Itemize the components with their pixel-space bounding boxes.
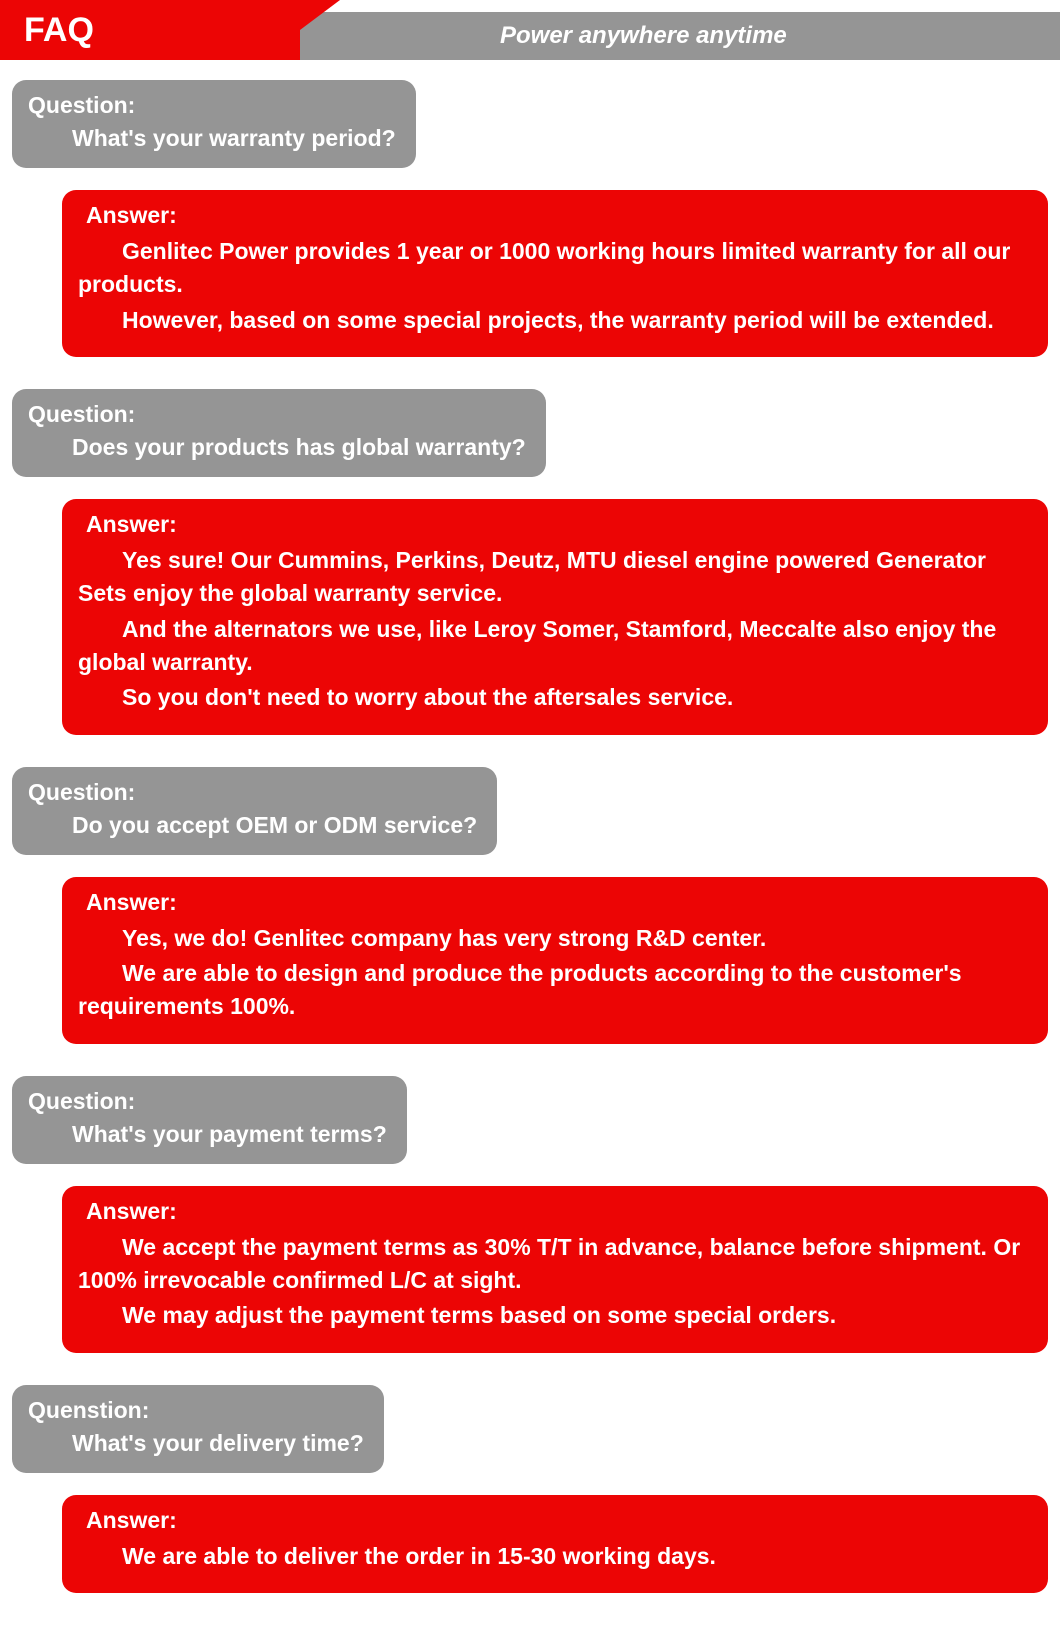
answer-text: We accept the payment terms as 30% T/T i…: [78, 1231, 1028, 1333]
answer-para: Genlitec Power provides 1 year or 1000 w…: [78, 235, 1028, 302]
answer-para: So you don't need to worry about the aft…: [78, 681, 1028, 714]
question-label: Question:: [28, 92, 396, 119]
answer-para: However, based on some special projects,…: [78, 304, 1028, 337]
answer-label: Answer:: [78, 1198, 1028, 1225]
question-text: What's your warranty period?: [28, 125, 396, 152]
question-label: Quenstion:: [28, 1397, 364, 1424]
answer-label: Answer:: [78, 889, 1028, 916]
answer-label: Answer:: [78, 202, 1028, 229]
answer-text: Yes sure! Our Cummins, Perkins, Deutz, M…: [78, 544, 1028, 715]
tagline: Power anywhere anytime: [500, 22, 787, 50]
answer-box: Answer: Genlitec Power provides 1 year o…: [62, 190, 1048, 357]
question-box: Question: Does your products has global …: [12, 389, 546, 477]
question-text: What's your delivery time?: [28, 1430, 364, 1457]
answer-box: Answer: Yes sure! Our Cummins, Perkins, …: [62, 499, 1048, 735]
answer-para: Yes sure! Our Cummins, Perkins, Deutz, M…: [78, 544, 1028, 611]
answer-box: Answer: Yes, we do! Genlitec company has…: [62, 877, 1048, 1044]
question-text: What's your payment terms?: [28, 1121, 387, 1148]
question-box: Question: What's your warranty period?: [12, 80, 416, 168]
answer-box: Answer: We accept the payment terms as 3…: [62, 1186, 1048, 1353]
page-header: FAQ Power anywhere anytime: [0, 0, 1060, 60]
question-box: Question: Do you accept OEM or ODM servi…: [12, 767, 497, 855]
answer-para: We may adjust the payment terms based on…: [78, 1299, 1028, 1332]
answer-box: Answer: We are able to deliver the order…: [62, 1495, 1048, 1593]
faq-item: Question: Do you accept OEM or ODM servi…: [12, 767, 1048, 1044]
faq-title: FAQ: [24, 11, 94, 50]
answer-para: And the alternators we use, like Leroy S…: [78, 613, 1028, 680]
faq-item: Question: What's your payment terms? Ans…: [12, 1076, 1048, 1353]
question-label: Question:: [28, 779, 477, 806]
header-left-ribbon: FAQ: [0, 0, 300, 60]
faq-content: Question: What's your warranty period? A…: [0, 60, 1060, 1593]
answer-text: We are able to deliver the order in 15-3…: [78, 1540, 1028, 1573]
question-text: Do you accept OEM or ODM service?: [28, 812, 477, 839]
question-box: Quenstion: What's your delivery time?: [12, 1385, 384, 1473]
answer-label: Answer:: [78, 511, 1028, 538]
faq-item: Question: What's your warranty period? A…: [12, 80, 1048, 357]
question-label: Question:: [28, 401, 526, 428]
answer-para: We accept the payment terms as 30% T/T i…: [78, 1231, 1028, 1298]
question-text: Does your products has global warranty?: [28, 434, 526, 461]
answer-para: We are able to design and produce the pr…: [78, 957, 1028, 1024]
answer-para: We are able to deliver the order in 15-3…: [78, 1540, 1028, 1573]
faq-item: Quenstion: What's your delivery time? An…: [12, 1385, 1048, 1593]
answer-text: Yes, we do! Genlitec company has very st…: [78, 922, 1028, 1024]
answer-label: Answer:: [78, 1507, 1028, 1534]
question-box: Question: What's your payment terms?: [12, 1076, 407, 1164]
answer-text: Genlitec Power provides 1 year or 1000 w…: [78, 235, 1028, 337]
faq-item: Question: Does your products has global …: [12, 389, 1048, 735]
header-right-bar: Power anywhere anytime: [300, 12, 1060, 60]
question-label: Question:: [28, 1088, 387, 1115]
answer-para: Yes, we do! Genlitec company has very st…: [78, 922, 1028, 955]
